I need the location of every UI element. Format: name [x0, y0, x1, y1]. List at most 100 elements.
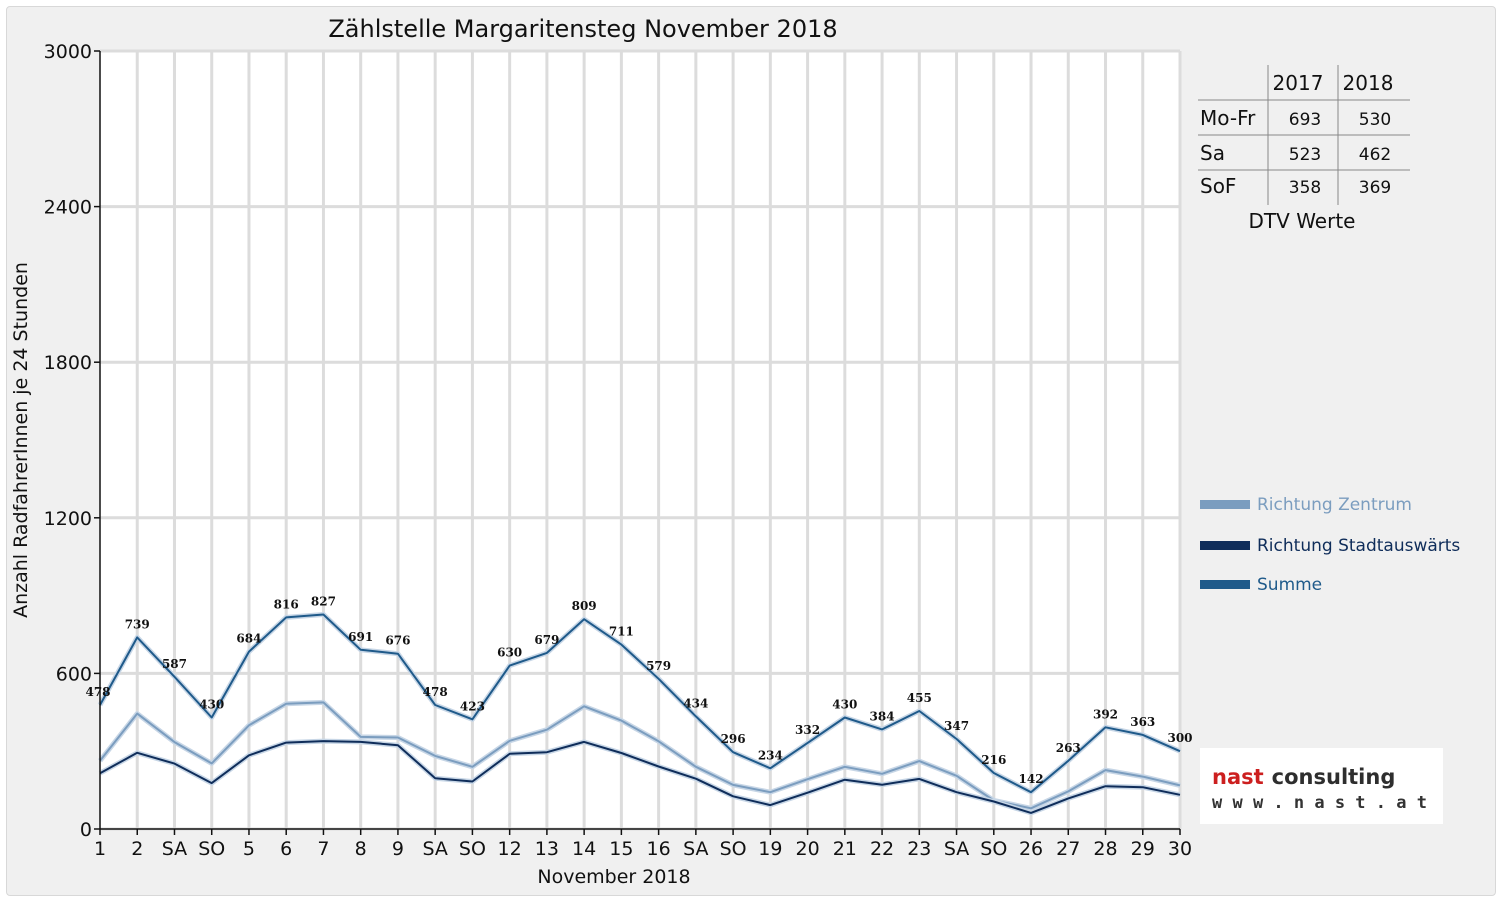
- legend-swatch-stadtauswaerts: [1200, 541, 1250, 550]
- x-tick-label: 8: [355, 838, 367, 860]
- x-tick-label: SA: [944, 838, 969, 860]
- data-label: 300: [1167, 731, 1192, 745]
- logo-background: [1200, 748, 1443, 824]
- series-line-stadtauswaerts: [99, 740, 1181, 814]
- series-line-summe: [99, 613, 1181, 794]
- x-tick-label: 15: [609, 838, 633, 860]
- data-label: 434: [683, 696, 708, 710]
- x-tick-label: SA: [683, 838, 708, 860]
- y-tick-label: 3000: [44, 41, 92, 63]
- legend-label-zentrum: Richtung Zentrum: [1257, 495, 1412, 515]
- x-tick-label: 9: [392, 838, 404, 860]
- legend-swatch-zentrum: [1200, 500, 1250, 509]
- data-label: 587: [162, 657, 187, 671]
- logo-wordmark: nast consulting: [1212, 765, 1395, 789]
- data-label: 384: [870, 709, 895, 723]
- data-label: 630: [497, 646, 522, 660]
- legend-label-summe: Summe: [1257, 575, 1322, 595]
- table-cell: 523: [1289, 145, 1321, 165]
- data-label: 478: [85, 685, 110, 699]
- data-label: 332: [795, 723, 820, 737]
- y-axis-title: Anzahl RadfahrerInnen je 24 Stunden: [10, 262, 32, 618]
- x-tick-label: SA: [162, 838, 187, 860]
- x-tick-label: 14: [572, 838, 596, 860]
- table-caption: DTV Werte: [1249, 209, 1356, 233]
- x-tick-label: 30: [1168, 838, 1192, 860]
- data-label: 234: [758, 748, 783, 762]
- data-label: 430: [832, 697, 857, 711]
- data-label: 579: [646, 659, 671, 673]
- series-lines: [97, 612, 1182, 816]
- table-cell: 358: [1289, 178, 1321, 198]
- data-label: 679: [534, 633, 559, 647]
- table-row-label: SoF: [1200, 174, 1236, 198]
- data-label: 296: [721, 732, 746, 746]
- x-tick-label: 6: [280, 838, 292, 860]
- x-tick-label: 20: [795, 838, 819, 860]
- x-tick-label: 13: [535, 838, 559, 860]
- table-row-label: Sa: [1200, 141, 1225, 165]
- y-tick-label: 600: [56, 663, 92, 685]
- x-tick-label: 29: [1131, 838, 1155, 860]
- data-label: 423: [460, 699, 485, 713]
- plot-area: [100, 51, 1180, 829]
- table-cell: 530: [1359, 110, 1391, 130]
- x-tick-label: 26: [1019, 838, 1043, 860]
- x-tick-label: 5: [243, 838, 255, 860]
- data-label: 676: [385, 634, 410, 648]
- data-label: 363: [1130, 715, 1155, 729]
- x-tick-label: 22: [870, 838, 894, 860]
- x-tick-label: 7: [317, 838, 329, 860]
- data-label: 216: [981, 753, 1006, 767]
- nast-consulting-logo: nast consulting w w w . n a s t . a t: [1200, 748, 1443, 824]
- table-row-label: Mo-Fr: [1200, 106, 1256, 130]
- x-tick-label: 27: [1056, 838, 1080, 860]
- dtv-table: 2017 2018 Mo-Fr 693 530 Sa 523 462 SoF 3…: [1198, 65, 1410, 233]
- table-cell: 369: [1359, 178, 1391, 198]
- x-tick-label: 12: [498, 838, 522, 860]
- x-tick-label: 2: [131, 838, 143, 860]
- x-tick-labels: 1 2 SA SO 5 6 7 8 9 SA SO 12 13 14 15 16 SA SO 19 20 21 22 23 S…: [94, 829, 1192, 860]
- y-tick-labels: 0 600 1200 1800 2400 3000: [44, 41, 100, 841]
- x-tick-label: 23: [907, 838, 931, 860]
- data-label: 455: [907, 691, 932, 705]
- data-label: 827: [311, 595, 336, 609]
- grid-lines: [100, 49, 1182, 831]
- data-label: 347: [944, 719, 969, 733]
- y-tick-label: 1800: [44, 352, 92, 374]
- chart-title: Zählstelle Margaritensteg November 2018: [328, 15, 837, 43]
- x-tick-label: 1: [94, 838, 106, 860]
- table-cell: 693: [1289, 110, 1321, 130]
- x-tick-label: SO: [980, 838, 1007, 860]
- data-labels: 478 739 587 430 684 816 827 691 676 478 423 630 679 8…: [85, 595, 1192, 787]
- data-label: 684: [236, 632, 261, 646]
- legend: Richtung Zentrum Richtung Stadtauswärts …: [1200, 495, 1460, 595]
- x-tick-label: 19: [758, 838, 782, 860]
- logo-url: w w w . n a s t . a t: [1212, 793, 1427, 813]
- data-label: 392: [1093, 707, 1118, 721]
- data-label: 263: [1056, 741, 1081, 755]
- legend-swatch-summe: [1200, 580, 1250, 589]
- data-label: 691: [348, 630, 373, 644]
- data-label: 816: [274, 597, 299, 611]
- data-label: 478: [423, 685, 448, 699]
- y-tick-label: 1200: [44, 508, 92, 530]
- x-tick-label: SO: [198, 838, 225, 860]
- x-tick-label: 21: [833, 838, 857, 860]
- x-tick-label: SO: [459, 838, 486, 860]
- data-label: 430: [199, 697, 224, 711]
- legend-label-stadtauswaerts: Richtung Stadtauswärts: [1257, 536, 1460, 556]
- y-tick-label: 0: [80, 819, 92, 841]
- x-tick-label: 16: [647, 838, 671, 860]
- table-cell: 462: [1359, 145, 1391, 165]
- x-tick-label: SO: [720, 838, 747, 860]
- table-header-2018: 2018: [1343, 71, 1394, 95]
- table-header-2017: 2017: [1273, 71, 1324, 95]
- data-label: 739: [125, 617, 150, 631]
- data-label: 809: [572, 599, 597, 613]
- y-tick-label: 2400: [44, 197, 92, 219]
- x-tick-label: SA: [422, 838, 447, 860]
- data-label: 711: [609, 625, 634, 639]
- x-tick-label: 28: [1093, 838, 1117, 860]
